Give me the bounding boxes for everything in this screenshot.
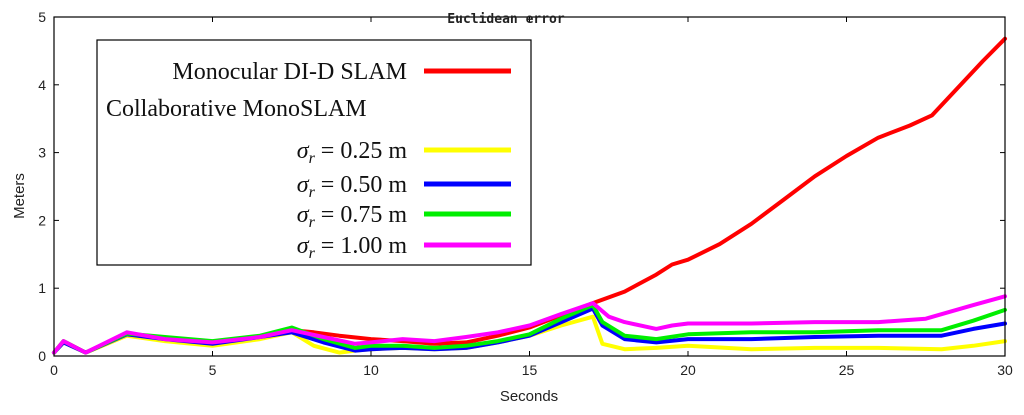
x-tick-label: 30: [997, 362, 1013, 378]
x-tick-label: 5: [209, 362, 217, 378]
y-tick-label: 5: [38, 9, 46, 25]
x-axis-label: Seconds: [500, 388, 558, 405]
x-tick-label: 20: [680, 362, 696, 378]
x-tick-label: 25: [839, 362, 855, 378]
axis-ticks: 0 5 10 15 20 25 30 0 1 2 3 4 5: [38, 9, 1013, 378]
y-tick-label: 1: [38, 280, 46, 296]
legend-label: Monocular DI-D SLAM: [172, 59, 407, 85]
x-tick-label: 0: [50, 362, 58, 378]
x-tick-label: 15: [522, 362, 538, 378]
chart-title: Euclidean error: [447, 12, 565, 27]
series-line: [52, 294, 1007, 355]
x-tick-label: 10: [363, 362, 379, 378]
legend-label: σr = 1.00 m: [297, 233, 408, 262]
y-tick-label: 4: [38, 77, 46, 93]
legend-label: σr = 0.75 m: [297, 202, 408, 231]
plot-lines: [52, 36, 1007, 355]
y-tick-label: 2: [38, 212, 46, 228]
legend-label: σr = 0.50 m: [297, 172, 408, 201]
y-axis-label: Meters: [11, 173, 28, 219]
y-tick-label: 0: [38, 348, 46, 364]
y-tick-label: 3: [38, 145, 46, 161]
legend: Monocular DI-D SLAM Collaborative MonoSLA…: [96, 39, 532, 266]
legend-header: Collaborative MonoSLAM: [106, 96, 367, 122]
legend-label: σr = 0.25 m: [297, 138, 408, 167]
